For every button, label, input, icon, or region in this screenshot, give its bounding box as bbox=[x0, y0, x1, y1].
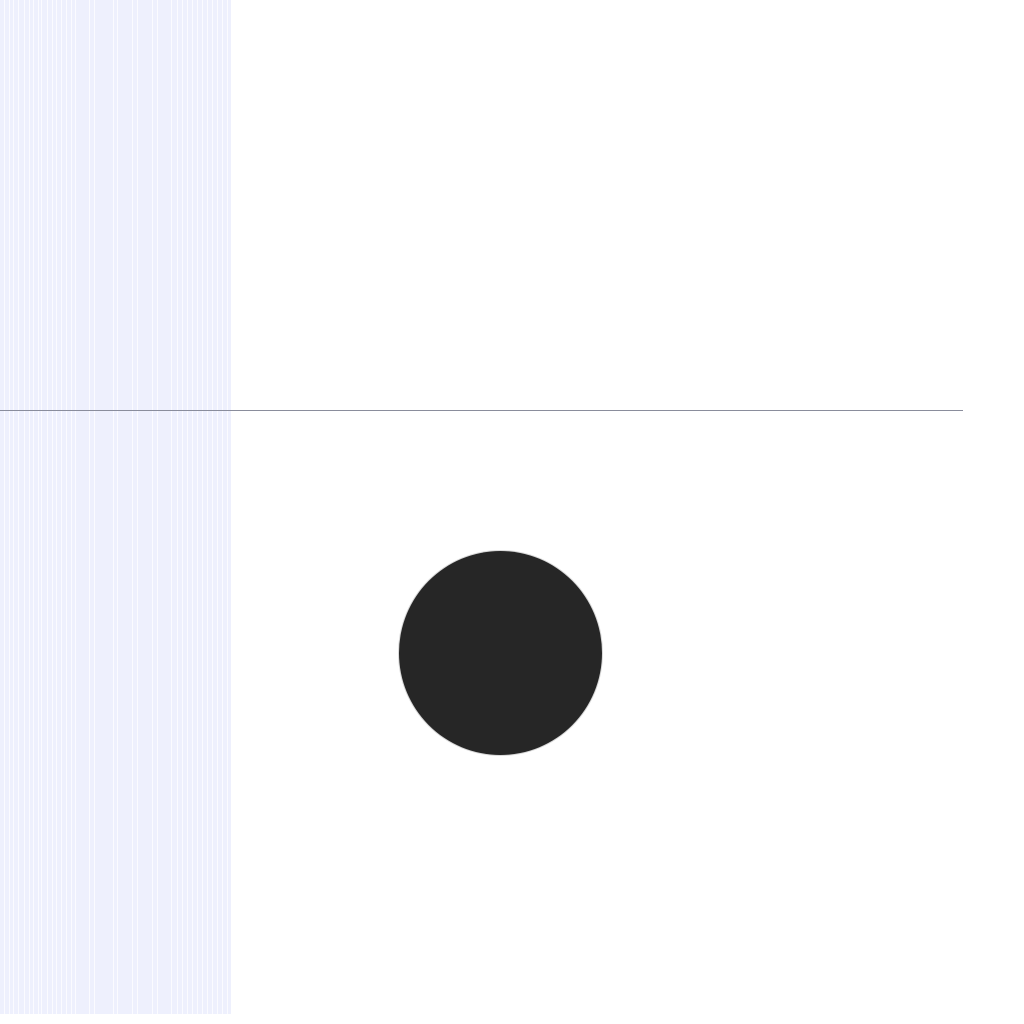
panel-stripe bbox=[212, 0, 213, 1014]
panel-stripe bbox=[202, 0, 203, 1014]
panel-stripe bbox=[157, 0, 158, 1014]
panel-stripe bbox=[152, 0, 153, 1014]
panel-stripe bbox=[75, 0, 76, 1014]
panel-stripe bbox=[47, 0, 48, 1014]
panel-stripe bbox=[117, 0, 118, 1014]
panel-stripe bbox=[13, 0, 14, 1014]
panel-stripe bbox=[171, 0, 172, 1014]
panel-stripe bbox=[89, 0, 90, 1014]
panel-stripe bbox=[217, 0, 218, 1014]
striped-panel bbox=[0, 0, 231, 1014]
panel-stripe bbox=[33, 0, 34, 1014]
panel-stripe bbox=[56, 0, 57, 1014]
panel-stripe bbox=[207, 0, 208, 1014]
panel-stripe bbox=[187, 0, 188, 1014]
panel-stripe bbox=[61, 0, 62, 1014]
panel-stripe bbox=[41, 0, 42, 1014]
panel-stripe bbox=[29, 0, 30, 1014]
panel-stripe bbox=[71, 0, 72, 1014]
panel-stripe bbox=[197, 0, 198, 1014]
panel-stripe bbox=[94, 0, 95, 1014]
panel-stripe bbox=[18, 0, 19, 1014]
panel-stripe bbox=[24, 0, 25, 1014]
panel-stripe bbox=[9, 0, 10, 1014]
panel-stripe bbox=[222, 0, 223, 1014]
panel-stripe bbox=[177, 0, 178, 1014]
panel-stripe bbox=[38, 0, 39, 1014]
panel-stripe bbox=[137, 0, 138, 1014]
panel-stripe bbox=[182, 0, 183, 1014]
panel-stripe bbox=[132, 0, 133, 1014]
panel-stripe bbox=[66, 0, 67, 1014]
panel-stripe bbox=[4, 0, 5, 1014]
panel-stripe bbox=[52, 0, 53, 1014]
panel-stripe bbox=[113, 0, 114, 1014]
horizontal-divider-line bbox=[0, 410, 963, 411]
dark-circle-shape bbox=[399, 551, 602, 755]
panel-stripe bbox=[192, 0, 193, 1014]
panel-stripe bbox=[227, 0, 228, 1014]
